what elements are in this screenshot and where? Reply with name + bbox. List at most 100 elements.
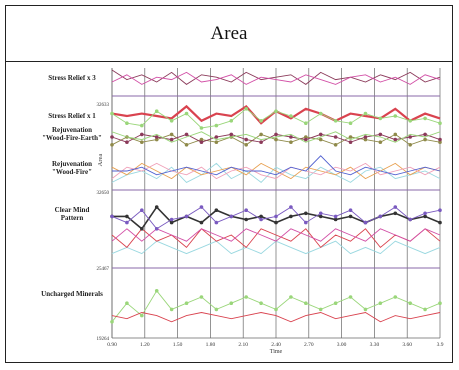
data-point bbox=[154, 109, 159, 113]
data-point bbox=[423, 137, 427, 142]
data-point bbox=[125, 301, 129, 305]
data-point bbox=[333, 143, 338, 147]
data-point bbox=[259, 217, 263, 222]
data-point bbox=[199, 220, 204, 225]
data-point bbox=[259, 132, 263, 137]
data-point bbox=[289, 140, 293, 144]
data-point bbox=[184, 214, 189, 219]
data-point bbox=[363, 111, 368, 116]
data-point bbox=[289, 114, 293, 118]
data-point bbox=[125, 214, 129, 219]
x-tick-label: 3.00 bbox=[337, 342, 347, 348]
series-line bbox=[111, 131, 441, 143]
data-point bbox=[438, 208, 442, 212]
data-point bbox=[348, 295, 353, 299]
data-point bbox=[154, 135, 159, 139]
data-point bbox=[438, 137, 442, 142]
series-line bbox=[111, 228, 441, 242]
data-point bbox=[169, 307, 174, 312]
data-point bbox=[169, 220, 174, 225]
data-point bbox=[259, 301, 263, 305]
x-tick-label: 1.20 bbox=[140, 342, 150, 348]
data-point bbox=[304, 135, 308, 139]
data-point bbox=[333, 217, 338, 222]
data-point bbox=[289, 214, 293, 219]
data-point bbox=[154, 227, 159, 231]
data-point bbox=[140, 132, 144, 137]
chart-title: Area bbox=[6, 6, 452, 62]
data-point bbox=[438, 220, 442, 225]
data-point bbox=[259, 214, 263, 219]
band-label: Uncharged Minerals bbox=[41, 290, 103, 298]
data-point bbox=[333, 301, 338, 305]
data-point bbox=[214, 208, 219, 212]
data-point bbox=[184, 111, 189, 116]
data-point bbox=[378, 214, 383, 219]
data-point bbox=[423, 307, 427, 312]
data-point bbox=[169, 217, 174, 222]
data-point bbox=[318, 111, 323, 116]
data-point bbox=[199, 140, 204, 144]
data-point bbox=[378, 301, 383, 305]
data-point bbox=[184, 301, 189, 305]
data-point bbox=[244, 208, 248, 212]
data-point bbox=[333, 135, 338, 139]
data-point bbox=[408, 135, 412, 139]
x-tick-label: 3.60 bbox=[402, 342, 412, 348]
data-point bbox=[348, 140, 353, 144]
data-point bbox=[244, 217, 248, 222]
data-point bbox=[393, 137, 398, 142]
data-point bbox=[363, 220, 368, 225]
series-line bbox=[112, 155, 441, 176]
data-point bbox=[110, 111, 114, 116]
series-line bbox=[111, 312, 441, 323]
data-point bbox=[229, 132, 234, 137]
x-tick-label: 3.9 bbox=[437, 342, 444, 348]
data-point bbox=[154, 205, 159, 209]
plot-area: 0.90 1.20 1.50 1.80 2.10 2.40 2.70 3.00 3.30 3.60… bbox=[20, 66, 446, 356]
data-point bbox=[199, 205, 204, 209]
data-point bbox=[408, 143, 412, 147]
data-point bbox=[199, 137, 204, 142]
data-point bbox=[214, 307, 219, 312]
x-tick-label: 1.50 bbox=[173, 342, 183, 348]
data-point bbox=[274, 109, 278, 113]
data-point bbox=[214, 140, 219, 144]
data-point bbox=[318, 211, 323, 216]
data-point bbox=[140, 140, 144, 144]
data-point bbox=[169, 137, 174, 142]
data-point bbox=[378, 116, 383, 121]
data-point bbox=[408, 301, 412, 305]
data-point bbox=[274, 137, 278, 142]
data-point bbox=[154, 289, 159, 293]
x-tick-label: 0.90 bbox=[107, 342, 117, 348]
x-tick-label: 2.10 bbox=[238, 342, 248, 348]
y-tick-label: 32650 bbox=[97, 191, 110, 196]
x-tick-label: 3.30 bbox=[370, 342, 380, 348]
data-point bbox=[274, 214, 278, 219]
data-point bbox=[348, 135, 353, 139]
x-tick-label: 2.40 bbox=[271, 342, 281, 348]
data-point bbox=[184, 143, 189, 147]
data-point bbox=[393, 295, 398, 299]
data-point bbox=[184, 132, 189, 137]
data-point bbox=[363, 135, 368, 139]
chart-frame: Area 0.90 1.20 1.50 1.80 2.10 2.40 2.70 3.00 3.3… bbox=[5, 5, 453, 363]
data-point bbox=[244, 143, 248, 147]
data-point bbox=[304, 220, 308, 225]
data-point bbox=[363, 307, 368, 312]
data-point bbox=[318, 307, 323, 312]
data-point bbox=[393, 114, 398, 118]
series-line bbox=[111, 162, 441, 180]
data-point bbox=[244, 295, 248, 299]
data-point bbox=[363, 137, 368, 142]
band-label: Rejuvenation bbox=[52, 160, 92, 168]
data-point bbox=[423, 214, 427, 219]
data-point bbox=[378, 132, 383, 137]
data-point bbox=[304, 301, 308, 305]
data-point bbox=[140, 208, 144, 212]
data-point bbox=[289, 205, 293, 209]
data-point bbox=[289, 135, 293, 139]
series-line bbox=[111, 228, 441, 249]
data-point bbox=[274, 132, 278, 137]
